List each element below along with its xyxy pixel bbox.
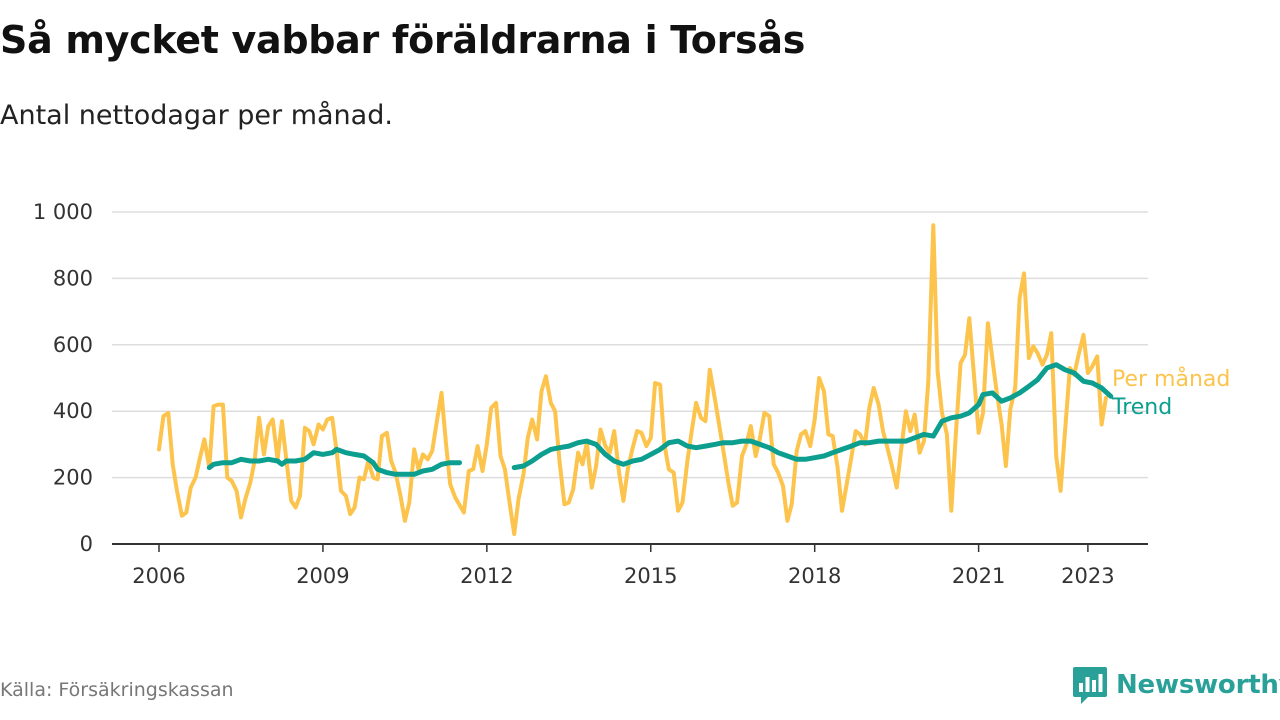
x-tick-label: 2023: [1061, 564, 1114, 588]
newsworthy-logo-icon: [1073, 667, 1107, 704]
x-tick-label: 2021: [952, 564, 1005, 588]
y-tick-label: 0: [80, 532, 93, 556]
series-labels: Per månad Trend: [1111, 366, 1230, 420]
series-line-trend: [206, 362, 1114, 477]
y-tick-label: 600: [53, 333, 93, 357]
x-tick-label: 2015: [624, 564, 677, 588]
y-tick-label: 1 000: [33, 200, 93, 224]
series-lines: [157, 223, 1114, 536]
y-axis-tick-labels: 0 200 400 600 800 1 000: [33, 200, 93, 556]
page-subtitle: Antal nettodagar per månad.: [0, 100, 393, 131]
source-note: Källa: Försäkringskassan: [0, 679, 234, 701]
series-label-per-manad: Per månad: [1112, 366, 1230, 392]
x-tick-label: 2018: [788, 564, 841, 588]
brand-logo: Newsworthy: [1072, 665, 1280, 705]
x-tick-label: 2006: [132, 564, 185, 588]
x-tick-label: 2009: [296, 564, 349, 588]
y-tick-label: 800: [53, 266, 93, 290]
y-tick-label: 400: [53, 399, 93, 423]
x-axis-tick-labels: 2006 2009 2012 2015 2018 2021 2023: [132, 544, 1115, 588]
y-tick-label: 200: [53, 466, 93, 490]
series-line-per-manad: [157, 223, 1108, 536]
series-label-trend: Trend: [1111, 395, 1172, 420]
page-title: Så mycket vabbar föräldrarna i Torsås: [0, 18, 806, 62]
x-tick-label: 2012: [460, 564, 513, 588]
brand-name: Newsworthy: [1116, 670, 1280, 700]
